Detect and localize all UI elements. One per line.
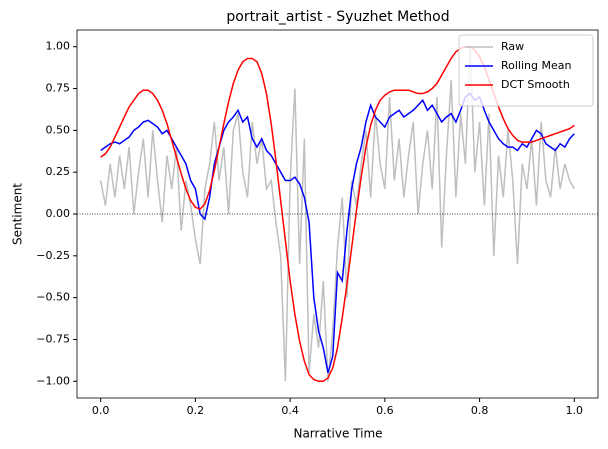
x-tick-label: 0.0 (92, 404, 110, 417)
legend-box (458, 34, 594, 107)
line-series (99, 46, 575, 382)
y-tick-label: 0.25 (46, 165, 71, 178)
x-tick-label: 0.2 (187, 404, 205, 417)
y-tick-label: 0.00 (46, 207, 71, 220)
legend-label: DCT Smooth (501, 78, 570, 91)
y-tick-label: 0.75 (46, 82, 71, 95)
x-tick-label: 1.0 (566, 404, 584, 417)
y-tick-label: −0.50 (36, 291, 70, 304)
x-axis-label: Narrative Time (293, 427, 382, 441)
legend-label: Rolling Mean (501, 59, 571, 72)
axes-frame (76, 29, 599, 399)
chart-title: portrait_artist - Syuzhet Method (226, 9, 449, 25)
x-tick-label: 0.8 (471, 404, 489, 417)
x-tick-label: 0.6 (376, 404, 394, 417)
y-tick-label: −1.00 (36, 374, 70, 387)
line-series (100, 92, 575, 374)
y-tick-label: 0.50 (46, 123, 71, 136)
y-tick-label: 1.00 (46, 40, 71, 53)
y-axis-label: Sentiment (11, 183, 25, 245)
y-tick-label: −0.75 (36, 332, 70, 345)
x-tick-label: 0.4 (281, 404, 299, 417)
y-tick-label: −0.25 (36, 249, 70, 262)
legend-label: Raw (501, 40, 524, 53)
